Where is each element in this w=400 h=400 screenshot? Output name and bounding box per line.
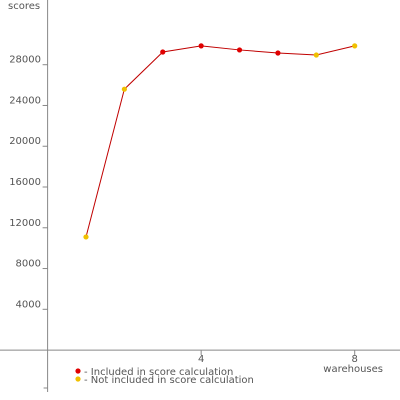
y-tick-label: 28000 — [9, 55, 41, 66]
y-tick-label: 4000 — [16, 299, 41, 310]
legend-marker — [75, 376, 81, 382]
legend-label: - Included in score calculation — [84, 367, 233, 378]
y-tick-label: 20000 — [9, 136, 41, 147]
line — [85, 45, 355, 238]
x-axis-label: warehouses — [323, 364, 383, 375]
point — [275, 50, 281, 56]
x-tick-label: 8 — [352, 354, 358, 365]
point — [352, 43, 358, 49]
point — [198, 43, 204, 49]
y-tick-label: 16000 — [9, 177, 41, 188]
legend-marker — [75, 368, 81, 374]
y-axis-label: scores — [8, 1, 40, 12]
legend-label: - Not included in score calculation — [84, 375, 254, 386]
x-tick-label: 4 — [198, 354, 204, 365]
y-tick-label: 12000 — [9, 218, 41, 229]
point — [160, 49, 166, 55]
y-tick-label: 24000 — [9, 95, 41, 106]
point — [236, 47, 243, 53]
point — [121, 86, 127, 92]
point — [313, 52, 319, 58]
point — [83, 234, 89, 240]
y-tick-label: 8000 — [16, 259, 41, 270]
